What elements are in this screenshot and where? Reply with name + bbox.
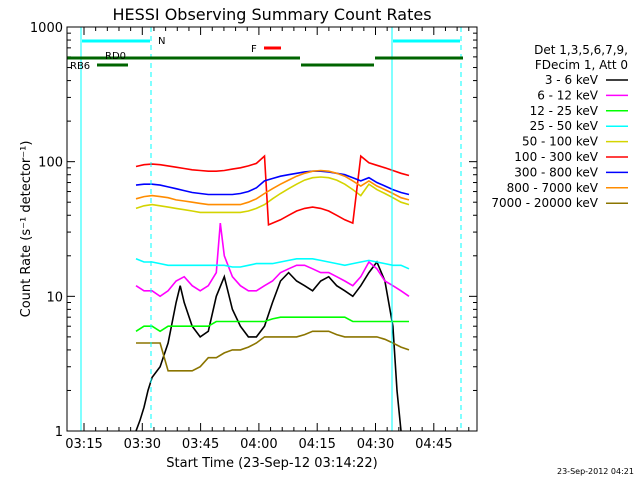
series-line-5: [135, 154, 410, 226]
y-axis-label: Count Rate (s⁻¹ detector⁻¹): [19, 141, 34, 318]
legend-label-5: 100 - 300 keV: [514, 150, 598, 164]
y-axis-ticks: 1 10 100 1000: [30, 21, 477, 440]
legend-header-line-2: FDecim 1, Att 0: [535, 58, 628, 72]
plot-frame: [66, 26, 478, 432]
annotation-label-n: N: [158, 36, 165, 47]
series-line-8: [136, 330, 410, 372]
x-tick-label: 04:45: [415, 437, 452, 452]
annotation-label-f: F: [251, 44, 257, 55]
series-line-4: [135, 176, 410, 214]
y-tick-label: 1000: [30, 21, 63, 36]
series-line-0: [135, 260, 402, 432]
x-tick-label: 03:45: [182, 437, 219, 452]
chart-title: HESSI Observing Summary Count Rates: [112, 5, 431, 24]
annotation-label-rb6: RB6: [70, 61, 90, 72]
legend-label-0: 3 - 6 keV: [545, 73, 599, 87]
series-line-7: [135, 169, 410, 206]
x-tick-label: 03:30: [124, 437, 161, 452]
series-layer: [135, 154, 410, 432]
y-tick-label: 10: [46, 290, 63, 305]
series-line-6: [135, 170, 410, 196]
x-tick-label: 03:15: [65, 437, 102, 452]
legend-header-line-1: Det 1,3,5,6,7,9,: [534, 43, 628, 57]
y-tick-label: 100: [38, 156, 63, 171]
series-line-3: [135, 257, 410, 270]
x-tick-label: 04:30: [357, 437, 394, 452]
timestamp-label: 23-Sep-2012 04:21: [557, 467, 634, 476]
x-tick-label: 04:00: [240, 437, 277, 452]
annotation-label-rd0: RD0: [105, 51, 126, 62]
legend-label-1: 6 - 12 keV: [537, 88, 599, 102]
legend-label-2: 12 - 25 keV: [530, 104, 599, 118]
series-line-2: [135, 316, 409, 333]
legend-label-7: 800 - 7000 keV: [507, 181, 599, 195]
x-axis-label: Start Time (23-Sep-12 03:14:22): [166, 456, 377, 471]
legend-label-3: 25 - 50 keV: [530, 119, 599, 133]
series-line-1: [135, 223, 410, 298]
legend-label-4: 50 - 100 keV: [522, 135, 599, 149]
annotation-layer: N F RD0 RB6: [67, 27, 463, 431]
legend: Det 1,3,5,6,7,9, FDecim 1, Att 0 3 - 6 k…: [491, 43, 628, 210]
x-axis-ticks: 03:15 03:30 03:45 04:00 04:15 04:30 04:45: [65, 27, 470, 452]
y-tick-label: 1: [55, 425, 63, 440]
legend-label-8: 7000 - 20000 keV: [491, 196, 598, 210]
legend-label-6: 300 - 800 keV: [514, 165, 598, 179]
x-tick-label: 04:15: [298, 437, 335, 452]
